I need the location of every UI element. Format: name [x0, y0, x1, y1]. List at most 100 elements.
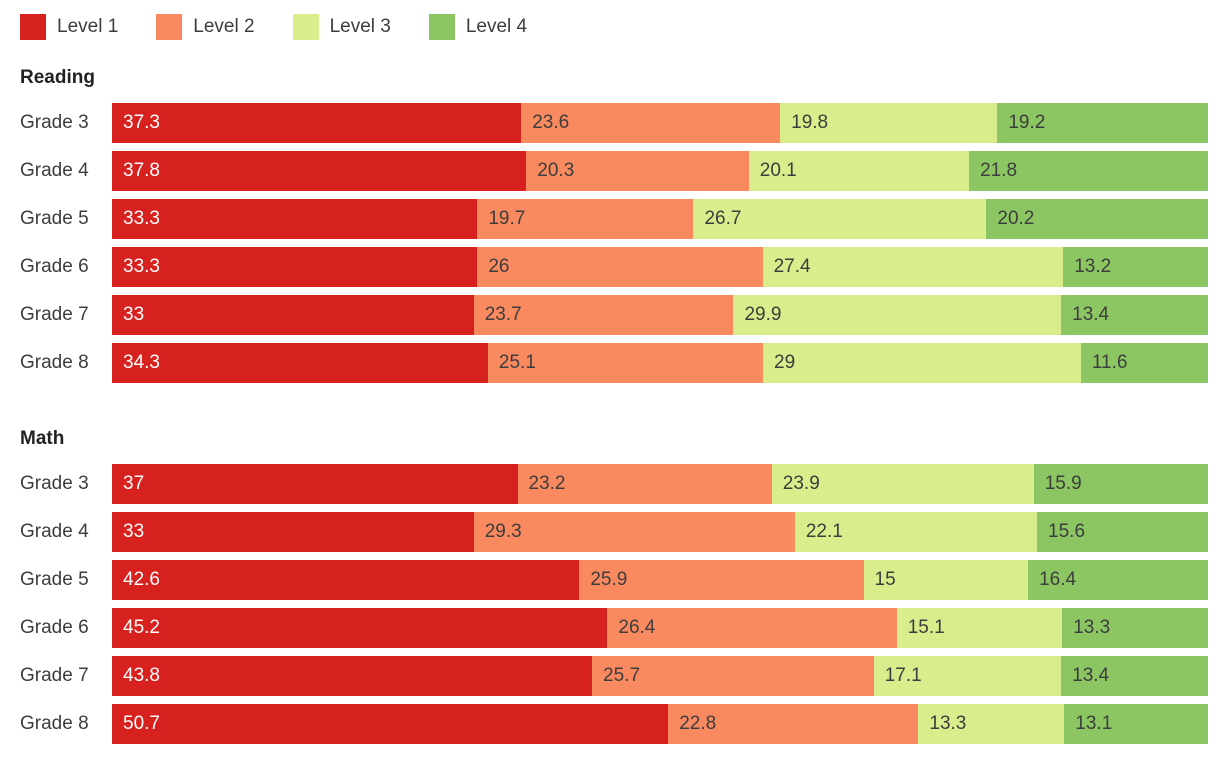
row-label: Grade 4 — [20, 521, 89, 542]
segment-value: 20.1 — [759, 160, 797, 181]
chart-section: Reading Grade 3 37.3 23.6 19.8 19.2 Grade 4 37.… — [10, 66, 1208, 383]
bar-segment-level-1: 33 — [112, 512, 474, 552]
bar-segment-level-2: 22.8 — [668, 704, 919, 744]
bar-segment-level-1: 37.3 — [112, 103, 522, 143]
row-label: Grade 5 — [20, 569, 89, 590]
segment-value: 22.1 — [805, 521, 843, 542]
segment-value: 34.3 — [123, 352, 160, 373]
segment-value: 33 — [123, 521, 145, 542]
bar-segment-level-1: 37 — [112, 464, 518, 504]
segment-value: 23.7 — [484, 304, 522, 325]
bar-row: Grade 5 42.6 25.9 15 16.4 — [10, 560, 1208, 600]
bar-segment-level-4: 13.2 — [1063, 247, 1208, 287]
segment-value: 23.9 — [782, 473, 820, 494]
segment-value: 25.1 — [498, 352, 536, 373]
segment-value: 37.8 — [123, 160, 160, 181]
stacked-bar: 33.3 19.7 26.7 20.2 — [112, 199, 1208, 239]
bar-segment-level-3: 15 — [863, 560, 1029, 600]
segment-value: 26.7 — [704, 208, 742, 229]
legend-label: Level 1 — [57, 16, 119, 37]
bar-row: Grade 3 37 23.2 23.9 15.9 — [10, 464, 1208, 504]
row-label: Grade 7 — [20, 304, 89, 325]
bar-segment-level-2: 23.6 — [521, 103, 781, 143]
bar-row: Grade 7 43.8 25.7 17.1 13.4 — [10, 656, 1208, 696]
stacked-bar: 45.2 26.4 15.1 13.3 — [112, 608, 1208, 648]
bar-segment-level-4: 13.3 — [1062, 608, 1208, 648]
legend-label: Level 4 — [465, 16, 528, 37]
bar-segment-level-1: 33 — [112, 295, 474, 335]
legend: Level 1 Level 2 Level 3 Level 4 — [20, 14, 1208, 40]
bar-segment-level-3: 13.3 — [918, 704, 1065, 744]
bar-segment-level-3: 26.7 — [693, 199, 987, 239]
section-title: Math — [20, 428, 65, 449]
row-label: Grade 3 — [20, 112, 89, 133]
bar-row: Grade 8 50.7 22.8 13.3 13.1 — [10, 704, 1208, 744]
stacked-bar: 50.7 22.8 13.3 13.1 — [112, 704, 1208, 744]
segment-value: 25.9 — [590, 569, 628, 590]
segment-value: 33.3 — [123, 208, 160, 229]
bar-segment-level-3: 20.1 — [748, 151, 970, 191]
bar-segment-level-2: 25.1 — [487, 343, 764, 383]
stacked-bar: 37.8 20.3 20.1 21.8 — [112, 151, 1208, 191]
bar-segment-level-4: 13.1 — [1064, 704, 1208, 744]
bar-row: Grade 6 45.2 26.4 15.1 13.3 — [10, 608, 1208, 648]
bar-segment-level-2: 19.7 — [477, 199, 694, 239]
bar-segment-level-3: 15.1 — [896, 608, 1063, 648]
row-label: Grade 6 — [20, 617, 89, 638]
segment-value: 20.2 — [997, 208, 1035, 229]
bar-segment-level-4: 19.2 — [997, 103, 1208, 143]
segment-value: 15.6 — [1048, 521, 1086, 542]
bar-segment-level-3: 29 — [763, 343, 1081, 383]
bar-segment-level-3: 17.1 — [873, 656, 1062, 696]
stacked-bar: 33.3 26 27.4 13.2 — [112, 247, 1208, 287]
section-title: Reading — [20, 67, 95, 88]
bar-segment-level-1: 42.6 — [112, 560, 580, 600]
stacked-bar: 42.6 25.9 15 16.4 — [112, 560, 1208, 600]
segment-value: 21.8 — [980, 160, 1018, 181]
row-label: Grade 5 — [20, 208, 89, 229]
stacked-bar: 37.3 23.6 19.8 19.2 — [112, 103, 1208, 143]
segment-value: 29.9 — [744, 304, 782, 325]
row-label: Grade 3 — [20, 473, 89, 494]
bar-row: Grade 4 37.8 20.3 20.1 21.8 — [10, 151, 1208, 191]
bar-row: Grade 3 37.3 23.6 19.8 19.2 — [10, 103, 1208, 143]
segment-value: 23.2 — [528, 473, 566, 494]
segment-value: 13.4 — [1072, 665, 1110, 686]
segment-value: 29 — [774, 352, 796, 373]
bar-segment-level-2: 26 — [477, 247, 763, 287]
bar-segment-level-2: 25.9 — [579, 560, 864, 600]
segment-value: 13.1 — [1075, 713, 1113, 734]
bar-segment-level-2: 23.2 — [517, 464, 772, 504]
bar-segment-level-4: 20.2 — [986, 199, 1208, 239]
bar-row: Grade 6 33.3 26 27.4 13.2 — [10, 247, 1208, 287]
segment-value: 13.3 — [1073, 617, 1111, 638]
segment-value: 19.8 — [791, 112, 829, 133]
segment-value: 22.8 — [679, 713, 717, 734]
bar-segment-level-2: 20.3 — [526, 151, 749, 191]
segment-value: 26.4 — [618, 617, 656, 638]
bar-segment-level-3: 23.9 — [771, 464, 1034, 504]
bar-segment-level-1: 33.3 — [112, 247, 478, 287]
segment-value: 43.8 — [123, 665, 160, 686]
segment-value: 15.9 — [1044, 473, 1082, 494]
segment-value: 33 — [123, 304, 145, 325]
legend-item: Level 2 — [156, 14, 255, 40]
legend-swatch — [156, 14, 183, 40]
legend-label: Level 3 — [329, 16, 391, 37]
segment-value: 13.2 — [1074, 256, 1112, 277]
legend-item: Level 4 — [428, 14, 528, 40]
bar-row: Grade 4 33 29.3 22.1 15.6 — [10, 512, 1208, 552]
bar-segment-level-2: 29.3 — [473, 512, 795, 552]
legend-swatch — [428, 14, 455, 40]
bar-segment-level-1: 50.7 — [112, 704, 669, 744]
segment-value: 15.1 — [907, 617, 945, 638]
segment-value: 13.4 — [1072, 304, 1110, 325]
segment-value: 16.4 — [1039, 569, 1077, 590]
bar-segment-level-4: 11.6 — [1080, 343, 1208, 383]
legend-swatch — [20, 14, 46, 40]
segment-value: 19.7 — [488, 208, 526, 229]
segment-value: 37.3 — [123, 112, 160, 133]
segment-value: 25.7 — [603, 665, 641, 686]
stacked-bar: 33 29.3 22.1 15.6 — [112, 512, 1208, 552]
segment-value: 11.6 — [1091, 352, 1128, 373]
